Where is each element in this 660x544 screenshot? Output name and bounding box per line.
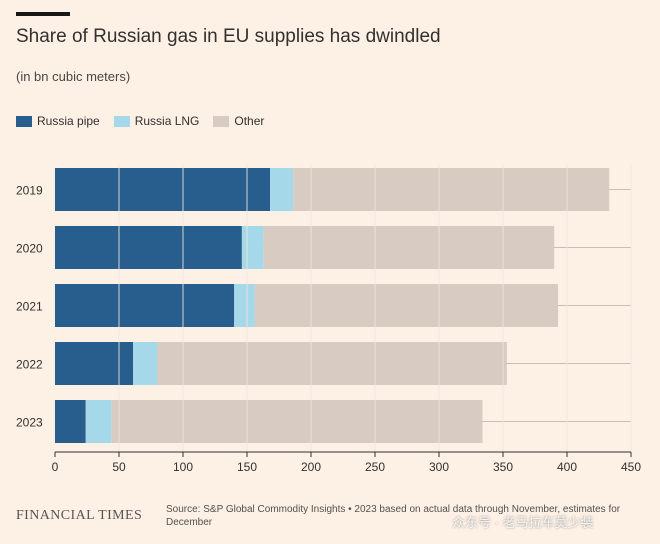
legend-swatch-other bbox=[213, 115, 230, 127]
chart-title: Share of Russian gas in EU supplies has … bbox=[16, 26, 441, 47]
bar-russia-lng bbox=[85, 400, 112, 443]
bar-other bbox=[111, 400, 483, 443]
category-label: 2023 bbox=[16, 416, 43, 430]
bar-russia-pipe bbox=[55, 342, 134, 385]
x-tick-label: 350 bbox=[493, 460, 513, 474]
x-tick-label: 300 bbox=[429, 460, 449, 474]
x-tick-label: 200 bbox=[301, 460, 321, 474]
legend: Russia pipe Russia LNG Other bbox=[16, 114, 264, 128]
bar-russia-pipe bbox=[55, 226, 242, 269]
ft-brand: FINANCIAL TIMES bbox=[16, 508, 143, 523]
legend-label: Russia LNG bbox=[134, 114, 200, 128]
bar-russia-lng bbox=[133, 342, 158, 385]
legend-swatch-russia-lng bbox=[113, 115, 130, 127]
bar-russia-pipe bbox=[55, 284, 235, 327]
x-tick-label: 0 bbox=[52, 460, 59, 474]
bar-other bbox=[157, 342, 507, 385]
x-tick-label: 250 bbox=[365, 460, 385, 474]
bar-russia-lng bbox=[270, 168, 294, 211]
x-tick-label: 400 bbox=[557, 460, 577, 474]
bar-russia-lng bbox=[241, 226, 264, 269]
category-label: 2019 bbox=[16, 184, 43, 198]
category-label: 2021 bbox=[16, 300, 43, 314]
bar-other bbox=[263, 226, 555, 269]
bar-russia-lng bbox=[234, 284, 255, 327]
category-label: 2020 bbox=[16, 242, 43, 256]
source-note: Source: S&P Global Commodity Insights • … bbox=[166, 504, 621, 528]
legend-item-russia-pipe: Russia pipe bbox=[16, 114, 100, 128]
legend-swatch-russia-pipe bbox=[16, 115, 32, 127]
legend-label: Russia pipe bbox=[37, 114, 100, 128]
legend-label: Other bbox=[234, 114, 265, 128]
chart-subtitle: (in bn cubic meters) bbox=[16, 69, 131, 84]
x-tick-label: 50 bbox=[112, 460, 126, 474]
bar-other bbox=[254, 284, 559, 327]
bar-other bbox=[293, 168, 610, 211]
title-accent-bar bbox=[16, 12, 70, 16]
watermark: 众东号 · 老马拉车莫少装 bbox=[452, 515, 594, 530]
legend-item-russia-lng: Russia LNG bbox=[113, 114, 200, 128]
bar-russia-pipe bbox=[55, 400, 86, 443]
x-tick-label: 100 bbox=[173, 460, 193, 474]
legend-item-other: Other bbox=[213, 114, 264, 128]
x-tick-label: 150 bbox=[237, 460, 257, 474]
category-label: 2022 bbox=[16, 358, 43, 372]
x-tick-label: 450 bbox=[621, 460, 641, 474]
bar-russia-pipe bbox=[55, 168, 271, 211]
